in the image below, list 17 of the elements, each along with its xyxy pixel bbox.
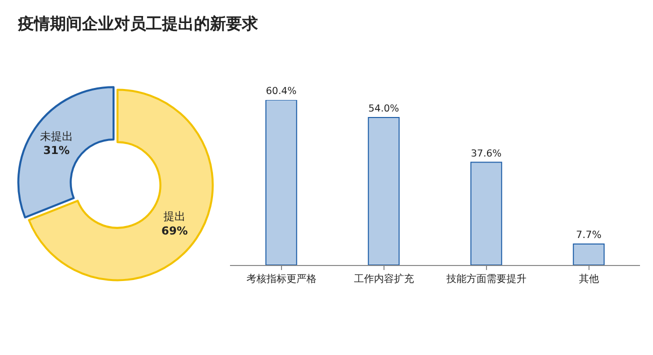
x-tick-label: 其他	[578, 273, 599, 285]
bar	[572, 243, 605, 265]
chart-title: 疫情期间企业对员工提出的新要求	[18, 14, 258, 35]
slice-label: 未提出	[40, 130, 73, 143]
data-label: 37.6%	[470, 148, 502, 160]
bar	[265, 100, 298, 265]
data-label: 69%	[161, 224, 188, 238]
data-label: 7.7%	[576, 230, 602, 241]
x-tick-label: 技能方面需要提升	[445, 273, 526, 285]
x-tick-label: 考核指标更严格	[246, 273, 316, 285]
data-label: 60.4%	[266, 86, 297, 98]
slice-label: 提出	[164, 210, 186, 224]
bar	[368, 116, 400, 265]
x-tick-label: 工作内容扩充	[354, 273, 414, 285]
data-label: 54.0%	[368, 104, 400, 115]
bar	[470, 162, 502, 265]
data-label: 31%	[43, 144, 70, 158]
